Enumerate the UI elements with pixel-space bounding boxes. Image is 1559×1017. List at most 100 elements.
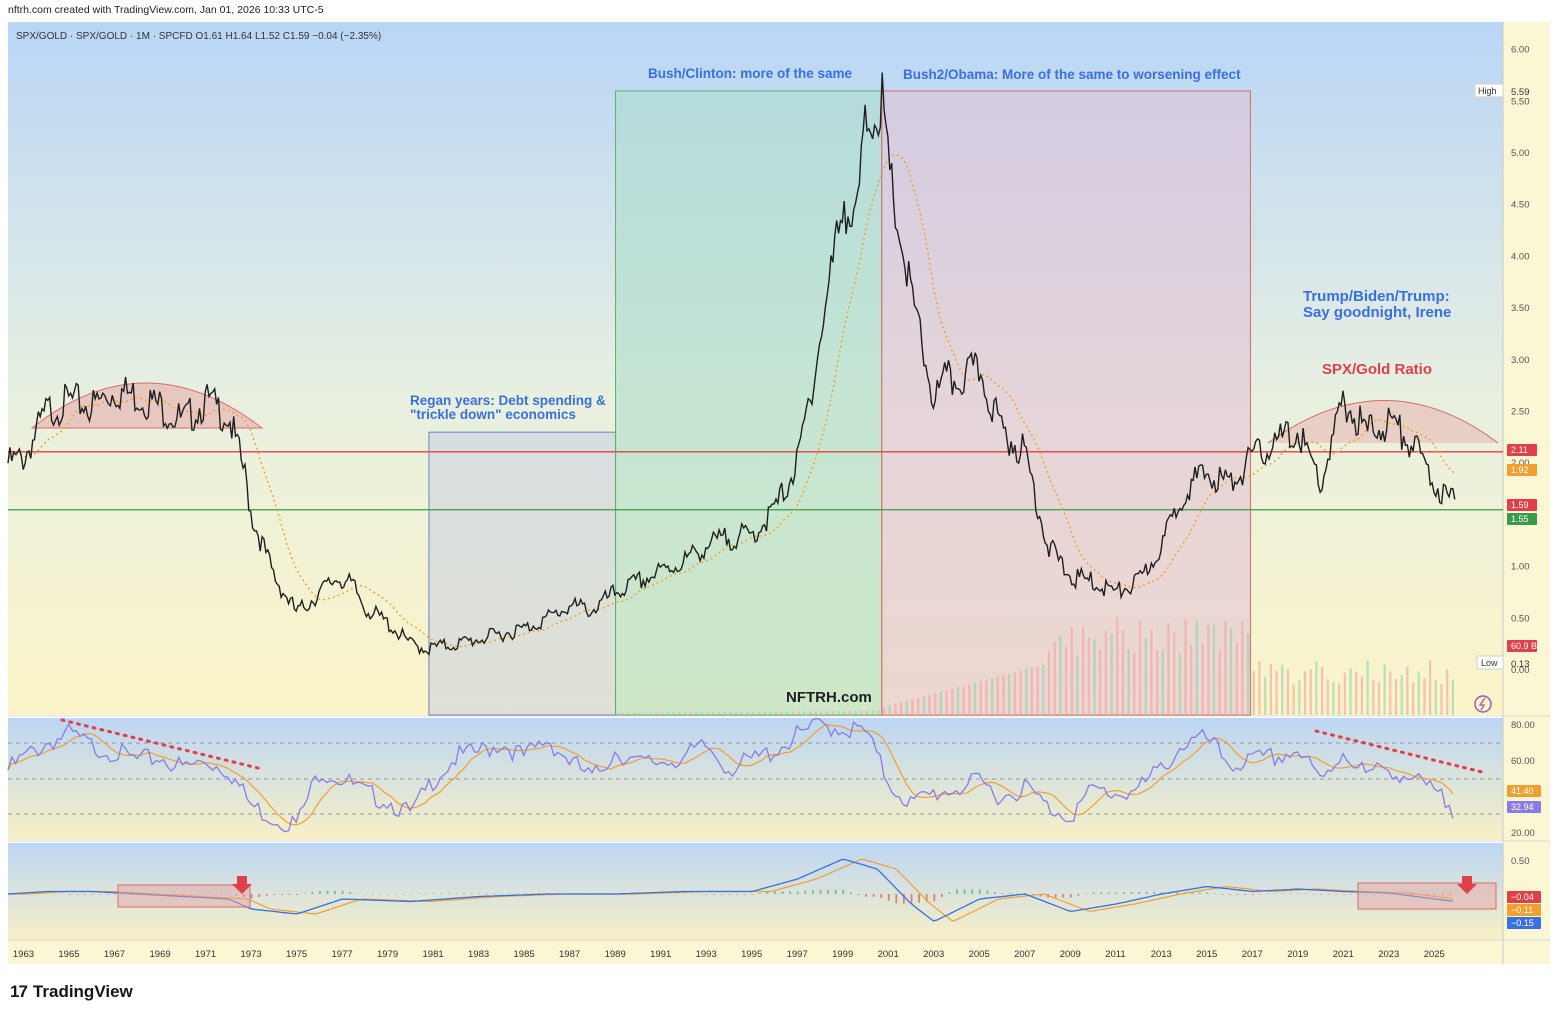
annotation-trump: Trump/Biden/Trump: Say goodnight, Irene [1303, 288, 1451, 321]
macd-histogram-bar [1077, 894, 1080, 896]
volume-bar [991, 678, 994, 715]
volume-bar [1150, 629, 1153, 715]
volume-bar [996, 676, 999, 715]
rsi-tick-label: 60.00 [1511, 756, 1535, 767]
svg-text:High: High [1478, 86, 1497, 96]
price-tick-label: 1.00 [1511, 562, 1530, 573]
macd-histogram-bar [432, 893, 435, 894]
macd-histogram-bar [713, 894, 716, 895]
volume-bar [1133, 652, 1136, 715]
macd-histogram-bar [417, 893, 420, 894]
volume-bar [1394, 679, 1398, 715]
volume-bar [860, 710, 863, 716]
volume-bar [1036, 666, 1039, 715]
macd-histogram-bar [751, 894, 754, 895]
macd-histogram-bar [1153, 891, 1156, 894]
volume-bar [1042, 664, 1045, 715]
volume-bar [1332, 681, 1335, 715]
volume-bar [1207, 624, 1210, 715]
macd-histogram-bar [918, 894, 920, 903]
macd-histogram-bar [296, 894, 298, 895]
macd-histogram-bar [114, 894, 116, 895]
volume-bar [814, 711, 817, 716]
rsi-tag: 32.94 [1507, 801, 1541, 813]
volume-bar [1138, 620, 1142, 715]
macd-histogram-bar [447, 893, 450, 894]
macd-histogram-bar [470, 893, 473, 894]
svg-text:−0.04: −0.04 [1511, 892, 1534, 902]
rsi-tag: 41.40 [1507, 785, 1541, 797]
volume-bar [888, 705, 891, 715]
price-tick-label: 5.50 [1511, 96, 1530, 107]
macd-histogram-bar [1343, 894, 1345, 895]
volume-bar [882, 706, 886, 715]
volume-bar [706, 712, 709, 715]
volume-bar [945, 690, 948, 715]
tradingview-logo-icon: 17 [10, 982, 28, 1001]
volume-bar [1434, 680, 1437, 715]
volume-bar [968, 684, 971, 715]
volume-bar [666, 712, 669, 715]
macd-tag: −0.15 [1507, 917, 1541, 929]
volume-bar [973, 682, 977, 715]
macd-histogram-bar [887, 894, 890, 901]
price-scale[interactable] [1503, 22, 1550, 964]
price-tick-label: 4.00 [1511, 251, 1530, 262]
macd-histogram-bar [1191, 892, 1194, 894]
macd-histogram-bar [910, 894, 913, 904]
svg-text:−0.11: −0.11 [1511, 905, 1533, 915]
macd-histogram-bar [501, 893, 503, 894]
macd-top-box-left [117, 884, 251, 908]
macd-histogram-bar [250, 894, 253, 899]
macd-histogram-bar [1267, 893, 1269, 894]
macd-histogram-bar [728, 894, 731, 895]
macd-histogram-bar [478, 893, 481, 894]
macd-histogram-bar [379, 894, 382, 895]
volume-bar [1070, 627, 1073, 715]
macd-histogram-bar [364, 894, 367, 895]
macd-histogram-bar [1062, 894, 1065, 898]
macd-histogram-bar [372, 894, 374, 895]
macd-histogram-bar [994, 892, 996, 894]
volume-bar [649, 712, 652, 715]
volume-bar [1412, 682, 1415, 715]
volume-bar [1343, 672, 1346, 715]
volume-bar [1315, 661, 1318, 715]
svg-text:1.59: 1.59 [1511, 500, 1529, 510]
volume-bar [1383, 664, 1386, 715]
macd-histogram-bar [440, 893, 443, 894]
tradingview-brand[interactable]: 17 TradingView [10, 982, 133, 1002]
volume-bar [911, 699, 914, 715]
year-label: 1963 [13, 949, 34, 960]
macd-histogram-bar [106, 894, 109, 895]
volume-bar [809, 711, 812, 715]
volume-bar [644, 712, 647, 716]
volume-bar [1349, 668, 1352, 715]
price-tick-label: 0.00 [1511, 665, 1530, 676]
volume-bar [1241, 621, 1244, 715]
year-label: 2007 [1014, 949, 1035, 960]
time-axis[interactable] [8, 940, 1503, 964]
macd-histogram-bar [493, 893, 496, 894]
volume-bar [837, 711, 840, 715]
macd-histogram-bar [523, 893, 526, 894]
volume-bar [922, 696, 925, 715]
price-tick-label: 5.00 [1511, 148, 1530, 159]
macd-histogram-bar [698, 893, 700, 894]
volume-bar [1264, 676, 1267, 715]
alert-icon[interactable] [1474, 695, 1492, 713]
year-label: 1989 [605, 949, 626, 960]
macd-histogram-bar [1305, 893, 1307, 894]
svg-text:−0.15: −0.15 [1511, 918, 1534, 928]
volume-bar [1258, 661, 1261, 715]
volume-bar [689, 712, 692, 715]
macd-histogram-bar [736, 894, 738, 895]
volume-bar [1156, 649, 1159, 715]
macd-histogram-bar [781, 891, 784, 894]
macd-histogram-bar [53, 893, 56, 894]
volume-bar [1013, 672, 1016, 715]
rsi-line [7, 717, 1454, 833]
macd-histogram-bar [319, 890, 321, 894]
macd-histogram-bar [857, 894, 860, 896]
volume-bar [718, 712, 721, 715]
